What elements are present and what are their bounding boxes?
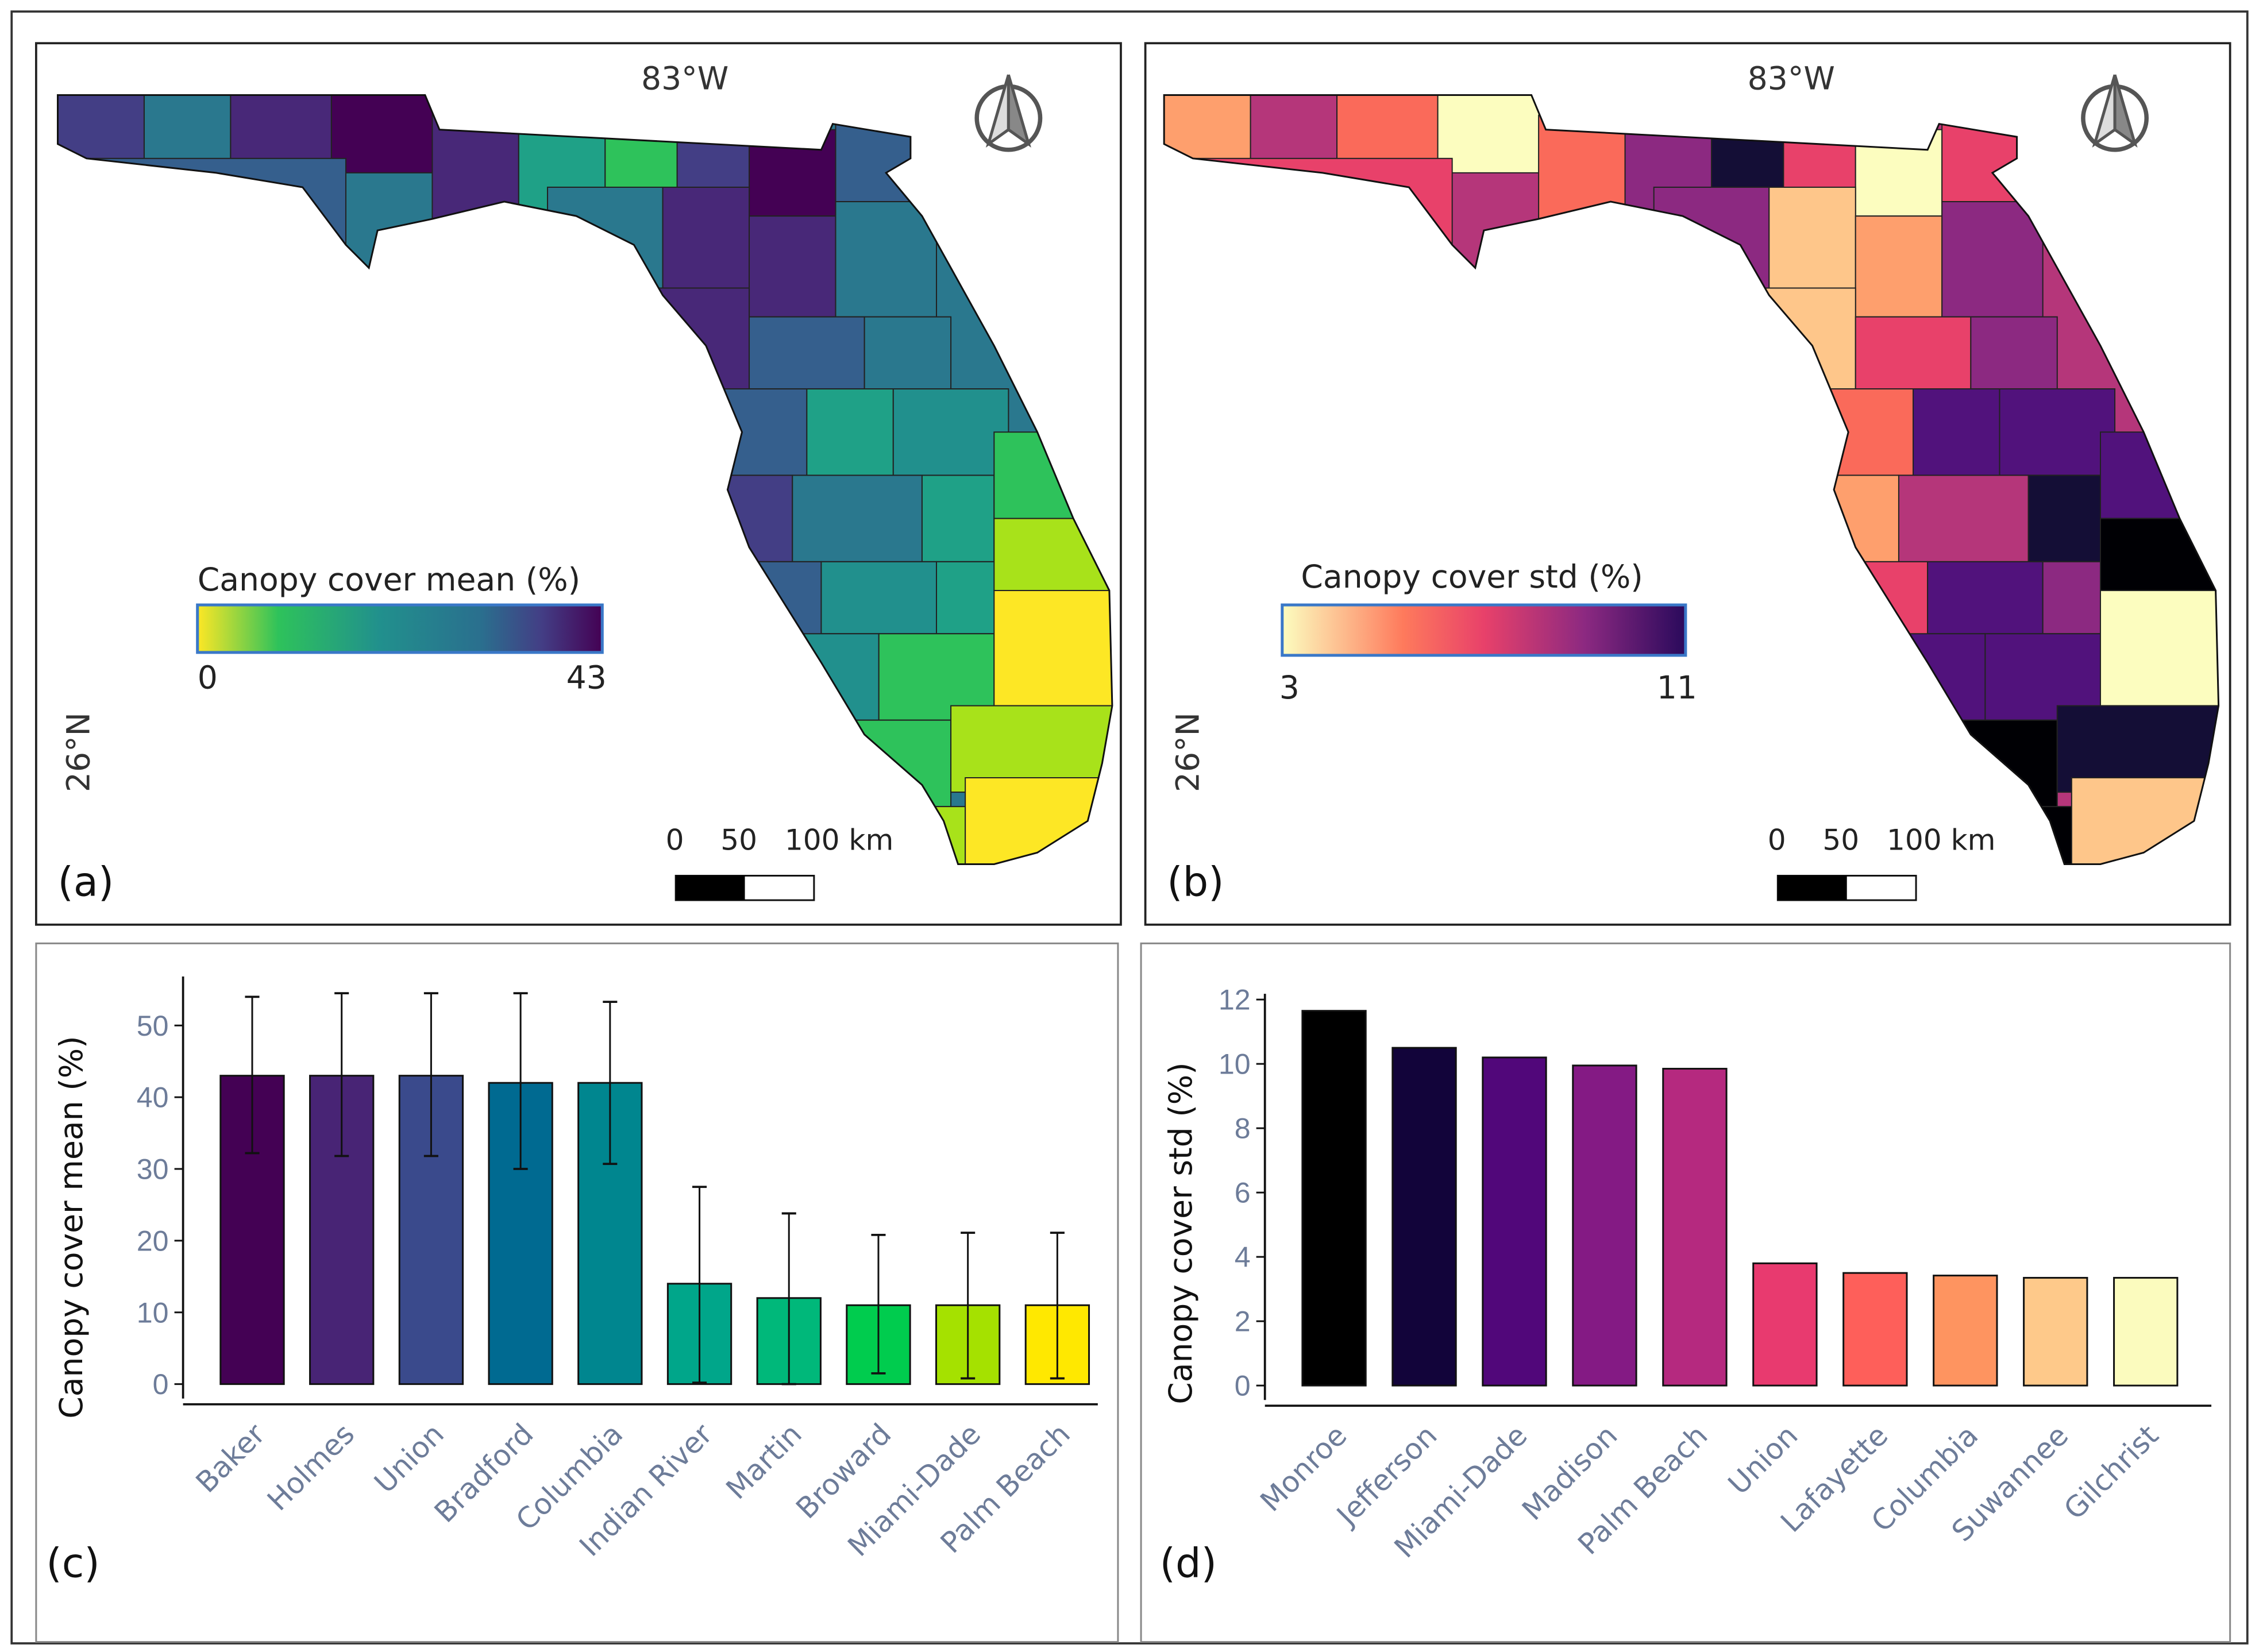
bar xyxy=(1752,1262,1818,1387)
county-region xyxy=(1941,201,2044,318)
county-region xyxy=(1999,388,2116,476)
y-tick-label: 8 xyxy=(1235,1113,1251,1145)
colorbar xyxy=(196,603,604,654)
county-region xyxy=(749,215,836,318)
county-region xyxy=(330,95,448,173)
panel-a-map: 83°W 26°N Canopy cover mean (%) 0 43 0 5… xyxy=(34,42,1122,926)
y-tick-label: 40 xyxy=(137,1082,169,1114)
y-tick-label: 10 xyxy=(137,1296,169,1329)
y-tick-label: 10 xyxy=(1219,1048,1251,1080)
y-tick-label: 4 xyxy=(1235,1241,1251,1273)
bar xyxy=(2023,1277,2088,1387)
outer-frame xyxy=(10,10,2249,1645)
bar xyxy=(1301,1010,1367,1387)
y-tick-label: 6 xyxy=(1235,1177,1251,1209)
y-tick-label: 30 xyxy=(137,1153,169,1186)
bar xyxy=(1662,1068,1728,1387)
county-region xyxy=(835,201,938,318)
county-region xyxy=(921,474,995,562)
colorbar xyxy=(1281,603,1687,657)
y-tick-label: 0 xyxy=(1235,1370,1251,1402)
panel-b-map: 83°W 26°N Canopy cover std (%) 3 11 0 50… xyxy=(1144,42,2231,926)
panel-label-c: (c) xyxy=(46,1540,99,1587)
scale-bar-label: 0 50 100 km xyxy=(666,823,894,856)
county-region xyxy=(1898,474,2029,562)
legend-min: 3 xyxy=(1279,670,1300,707)
county-region xyxy=(2027,474,2101,562)
latitude-label: 26°N xyxy=(61,712,98,792)
legend-title: Canopy cover mean (%) xyxy=(198,562,580,599)
scale-bar-label: 0 50 100 km xyxy=(1768,823,1996,856)
county-region xyxy=(820,561,938,635)
panel-label-a: (a) xyxy=(57,859,114,906)
y-axis-label: Canopy cover std (%) xyxy=(1163,1062,1200,1404)
latitude-label: 26°N xyxy=(1170,712,1206,792)
bar xyxy=(1391,1047,1457,1387)
y-tick-label: 50 xyxy=(137,1010,169,1042)
y-tick-label: 20 xyxy=(137,1225,169,1257)
bar xyxy=(1842,1272,1908,1387)
longitude-label: 83°W xyxy=(641,60,728,97)
y-tick-label: 0 xyxy=(153,1368,169,1400)
legend-max: 11 xyxy=(1657,670,1697,707)
panel-d-chart: 024681012MonroeJeffersonMiami-DadeMadiso… xyxy=(1140,942,2231,1643)
panel-label-d: (d) xyxy=(1160,1540,1217,1587)
y-axis-label: Canopy cover mean (%) xyxy=(53,1036,90,1418)
county-region xyxy=(792,474,923,562)
bar xyxy=(1482,1056,1547,1387)
north-arrow-icon xyxy=(2081,74,2149,152)
panel-label-b: (b) xyxy=(1167,859,1224,906)
county-region xyxy=(1855,215,1943,318)
county-region xyxy=(2099,590,2219,707)
bar xyxy=(1572,1064,1637,1387)
y-tick-label: 2 xyxy=(1235,1306,1251,1338)
longitude-label: 83°W xyxy=(1748,60,1835,97)
bar xyxy=(2113,1277,2179,1387)
legend-min: 0 xyxy=(198,660,218,697)
county-region xyxy=(1927,561,2044,635)
north-arrow-icon xyxy=(974,74,1043,152)
county-region xyxy=(892,388,1009,476)
county-region xyxy=(993,590,1112,707)
legend-title: Canopy cover std (%) xyxy=(1301,559,1643,596)
y-tick-label: 12 xyxy=(1219,984,1251,1016)
bar xyxy=(1933,1275,1998,1387)
legend-max: 43 xyxy=(566,660,607,697)
